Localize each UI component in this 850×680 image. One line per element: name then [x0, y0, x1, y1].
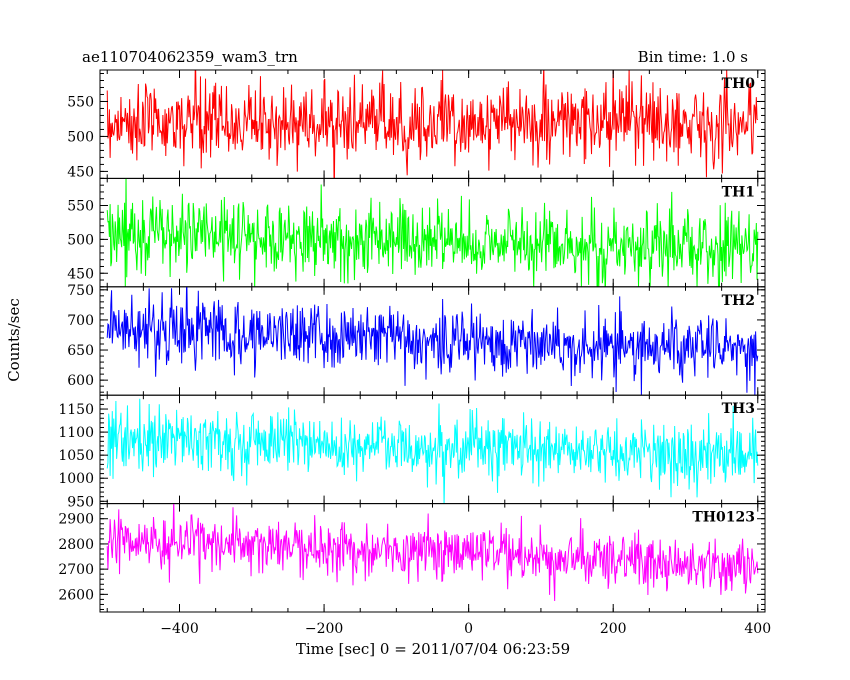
y-tick-label: 600	[67, 373, 94, 389]
x-tick-label: 0	[464, 621, 473, 637]
y-tick-label: 500	[67, 232, 94, 248]
y-tick-label: 2900	[58, 512, 94, 528]
y-tick-label: 450	[67, 266, 94, 282]
y-tick-label: 500	[67, 129, 94, 145]
panel-label: TH3	[722, 401, 755, 417]
panel-th1: 450 500 550 TH1	[67, 177, 766, 288]
x-tick-label: 200	[600, 621, 627, 637]
x-tick-label: −400	[160, 621, 198, 637]
series-line-th3	[106, 398, 759, 504]
x-axis-label: Time [sec] 0 = 2011/07/04 06:23:59	[296, 640, 570, 658]
series-line-th2	[106, 286, 759, 396]
x-axis: −400 −200 0 200 400	[160, 621, 771, 637]
panel-label: TH2	[722, 293, 755, 309]
y-tick-label: 550	[67, 199, 94, 215]
panel-label: TH1	[722, 184, 755, 200]
x-tick-label: 400	[744, 621, 771, 637]
y-tick-label: 1000	[58, 471, 94, 487]
panel-th0123: 2600 2700 2800 2900 TH0123	[58, 503, 766, 613]
series-line-th0123	[106, 503, 759, 602]
y-tick-label: 750	[67, 283, 94, 299]
y-tick-label: 700	[67, 313, 94, 329]
y-tick-label: 2700	[58, 562, 94, 578]
panel-th0: 450 500 550 TH0	[67, 69, 766, 180]
y-tick-label: 1050	[58, 448, 94, 464]
y-tick-label: 550	[67, 94, 94, 110]
y-tick-label: 1150	[58, 402, 94, 418]
series-line-th0	[106, 70, 759, 179]
y-axis-label: Counts/sec	[5, 298, 23, 382]
panel-frame	[99, 177, 766, 288]
panels-group: 450 500 550 TH0 450 500 550 TH1 600 650 700 750 TH2 9…	[58, 69, 766, 613]
panel-th2: 600 650 700 750 TH2	[67, 283, 766, 396]
panel-th3: 950 1000 1050 1100 1150 TH3	[58, 394, 766, 510]
y-tick-label: 950	[67, 494, 94, 510]
y-tick-label: 450	[67, 164, 94, 180]
y-tick-label: 650	[67, 343, 94, 359]
panel-label: TH0123	[692, 510, 755, 526]
y-tick-label: 2600	[58, 587, 94, 603]
chart-title: ae110704062359_wam3_trn	[82, 48, 298, 66]
panel-label: TH0	[722, 76, 756, 92]
series-line-th1	[106, 178, 759, 287]
x-tick-label: −200	[305, 621, 343, 637]
y-tick-label: 2800	[58, 537, 94, 553]
y-tick-label: 1100	[58, 425, 94, 441]
bin-time-label: Bin time: 1.0 s	[638, 48, 748, 66]
